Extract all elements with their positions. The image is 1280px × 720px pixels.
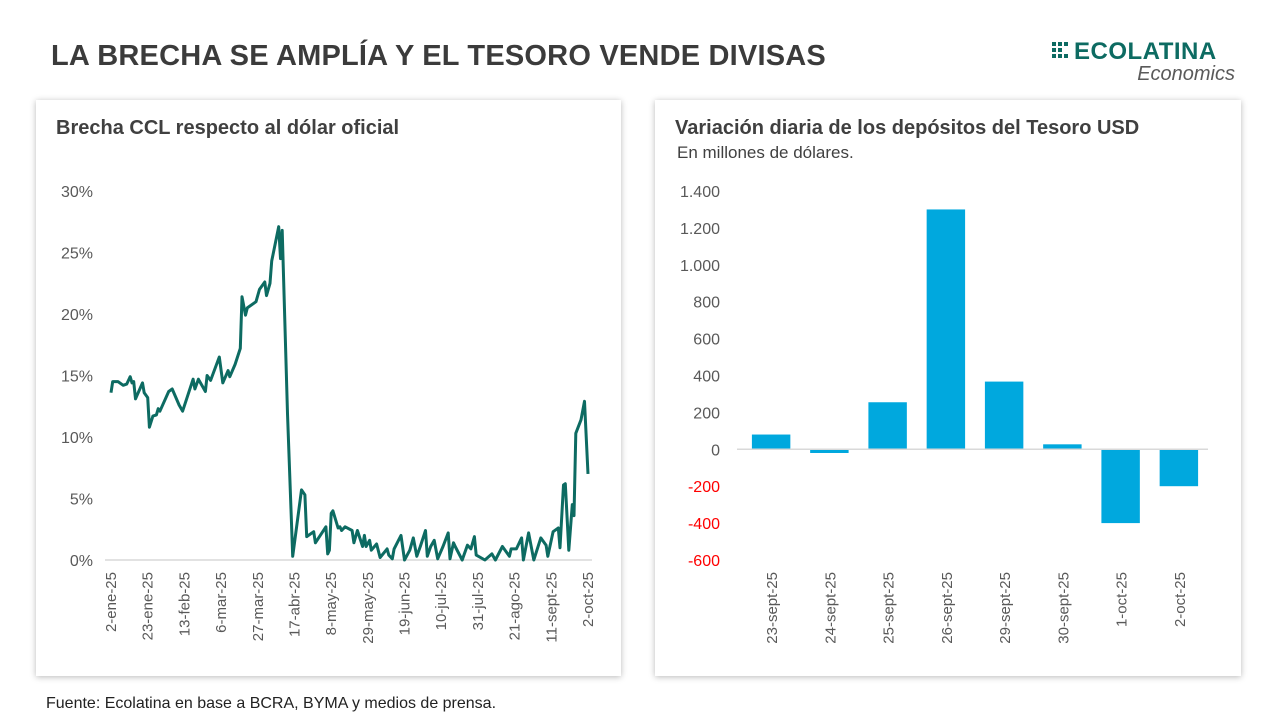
brecha-chart-card: Brecha CCL respecto al dólar oficial bbox=[36, 100, 621, 676]
source-note: Fuente: Ecolatina en base a BCRA, BYMA y… bbox=[46, 695, 497, 712]
logo-grid-icon bbox=[1052, 42, 1070, 58]
logo-subtitle: Economics bbox=[1137, 63, 1235, 85]
tesoro-chart-title: Variación diaria de los depósitos del Te… bbox=[675, 117, 1140, 139]
tesoro-chart-card: Variación diaria de los depósitos del Te… bbox=[655, 100, 1241, 676]
tesoro-chart-subtitle: En millones de dólares. bbox=[677, 143, 854, 162]
ecolatina-logo: ECOLATINA Economics bbox=[1052, 38, 1237, 88]
brecha-chart-title: Brecha CCL respecto al dólar oficial bbox=[56, 117, 400, 139]
page-title: LA BRECHA SE AMPLÍA Y EL TESORO VENDE DI… bbox=[51, 40, 826, 72]
logo-name: ECOLATINA bbox=[1074, 38, 1217, 65]
